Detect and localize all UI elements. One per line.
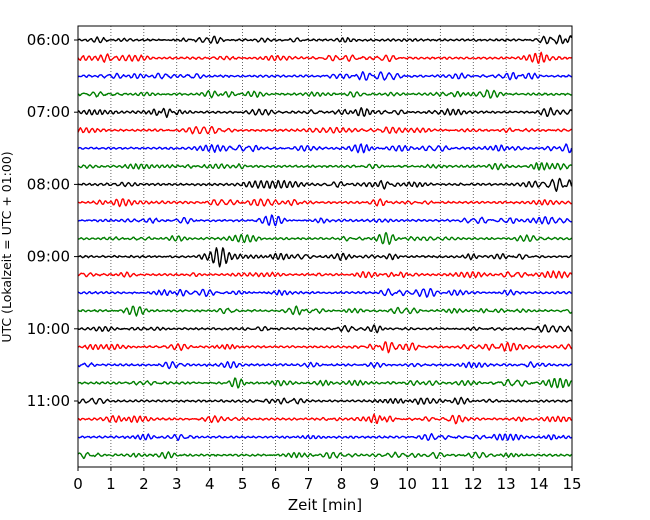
trace-0830 bbox=[77, 214, 572, 227]
y-axis-label: UTC (Lokalzeit = UTC + 01:00) bbox=[0, 151, 14, 342]
y-tick-label: 06:00 bbox=[27, 31, 70, 49]
x-tick-label: 8 bbox=[337, 475, 347, 493]
y-tick-label: 11:00 bbox=[27, 392, 70, 410]
trace-1100 bbox=[77, 396, 573, 406]
x-axis-label: Zeit [min] bbox=[288, 496, 362, 514]
trace-1000 bbox=[77, 324, 572, 334]
trace-0600 bbox=[77, 34, 573, 45]
x-tick-label: 3 bbox=[172, 475, 182, 493]
trace-0645 bbox=[77, 89, 572, 99]
x-tick-label: 9 bbox=[370, 475, 380, 493]
x-tick-label: 4 bbox=[205, 475, 215, 493]
trace-1015 bbox=[77, 341, 573, 354]
trace-0915 bbox=[77, 270, 573, 279]
x-tick-label: 12 bbox=[464, 475, 483, 493]
plot-frame bbox=[77, 25, 573, 468]
trace-0630 bbox=[77, 70, 573, 81]
trace-0815 bbox=[77, 198, 572, 208]
trace-1145 bbox=[77, 451, 573, 460]
y-tick-label: 10:00 bbox=[27, 320, 70, 338]
x-tick-label: 7 bbox=[304, 475, 314, 493]
trace-1130 bbox=[77, 432, 573, 442]
y-tick-label: 09:00 bbox=[27, 248, 70, 266]
x-tick-label: 13 bbox=[497, 475, 516, 493]
x-tick-label: 0 bbox=[73, 475, 83, 493]
trace-0845 bbox=[77, 231, 573, 246]
x-tick-label: 14 bbox=[530, 475, 549, 493]
trace-0730 bbox=[77, 143, 573, 154]
x-tick-label: 11 bbox=[431, 475, 450, 493]
x-tick-label: 6 bbox=[271, 475, 281, 493]
trace-1030 bbox=[77, 361, 572, 370]
trace-1045 bbox=[77, 377, 573, 389]
trace-1115 bbox=[77, 413, 573, 425]
x-tick-label: 1 bbox=[106, 475, 116, 493]
trace-0715 bbox=[77, 125, 572, 135]
traces bbox=[77, 34, 573, 460]
trace-0945 bbox=[77, 305, 573, 317]
trace-0800 bbox=[77, 177, 573, 192]
trace-0745 bbox=[77, 162, 573, 171]
trace-0900 bbox=[77, 247, 572, 268]
x-tick-label: 15 bbox=[562, 475, 581, 493]
trace-0930 bbox=[77, 288, 572, 298]
trace-0700 bbox=[77, 107, 573, 119]
trace-0615 bbox=[77, 51, 572, 64]
y-tick-label: 08:00 bbox=[27, 175, 70, 193]
axis-ticks: 0 1 2 3 4 5 6 7 8 9 10 11 12 13 14 1506:0007:0008:0009:… bbox=[27, 31, 582, 493]
y-tick-label: 07:00 bbox=[27, 103, 70, 121]
x-tick-label: 10 bbox=[398, 475, 417, 493]
x-tick-label: 2 bbox=[139, 475, 149, 493]
x-tick-label: 5 bbox=[238, 475, 248, 493]
